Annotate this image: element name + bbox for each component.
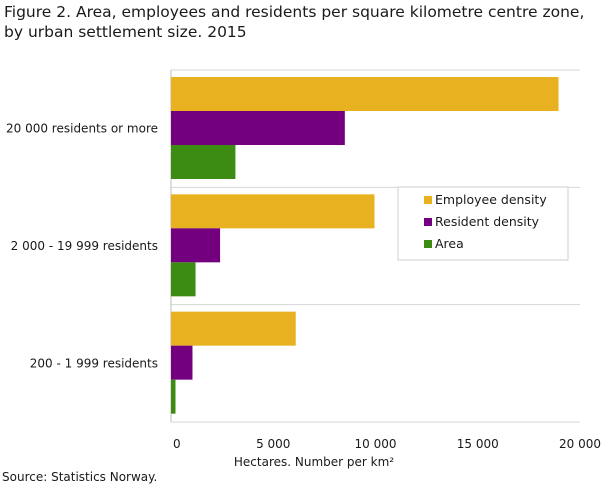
legend-swatch — [424, 240, 432, 248]
source-note: Source: Statistics Norway. — [2, 470, 158, 484]
category-label: 20 000 residents or more — [6, 122, 158, 136]
bars — [171, 77, 559, 414]
legend-swatch — [424, 218, 432, 226]
x-tick-label: 15 000 — [457, 437, 499, 451]
x-tick-labels: 0 5 000 10 000 15 000 20 000 — [173, 437, 601, 451]
legend: Employee density Resident density Area — [397, 186, 569, 261]
bar-resident-density — [171, 345, 193, 380]
bar-employee-density — [171, 77, 559, 111]
bar-employee-density — [171, 194, 375, 229]
legend-swatch — [424, 196, 432, 204]
category-label: 2 000 - 19 999 residents — [11, 239, 158, 253]
x-tick-label: 10 000 — [355, 437, 397, 451]
x-tick-label: 5 000 — [256, 437, 290, 451]
bar-area — [171, 379, 176, 414]
bar-resident-density — [171, 111, 345, 145]
bar-area — [171, 262, 196, 297]
x-axis-label: Hectares. Number per km² — [234, 455, 394, 469]
bar-employee-density — [171, 311, 296, 346]
legend-label: Resident density — [435, 214, 540, 229]
bar-resident-density — [171, 228, 221, 263]
category-label: 200 - 1 999 residents — [30, 356, 158, 370]
x-tick-label: 20 000 — [559, 437, 601, 451]
legend-label: Employee density — [435, 192, 547, 207]
category-labels: 20 000 residents or more 2 000 - 19 999 r… — [6, 122, 158, 371]
bar-area — [171, 145, 236, 179]
legend-label: Area — [435, 236, 464, 251]
chart-title: Figure 2. Area, employees and residents … — [4, 3, 585, 41]
x-tick-label: 0 — [173, 437, 181, 451]
